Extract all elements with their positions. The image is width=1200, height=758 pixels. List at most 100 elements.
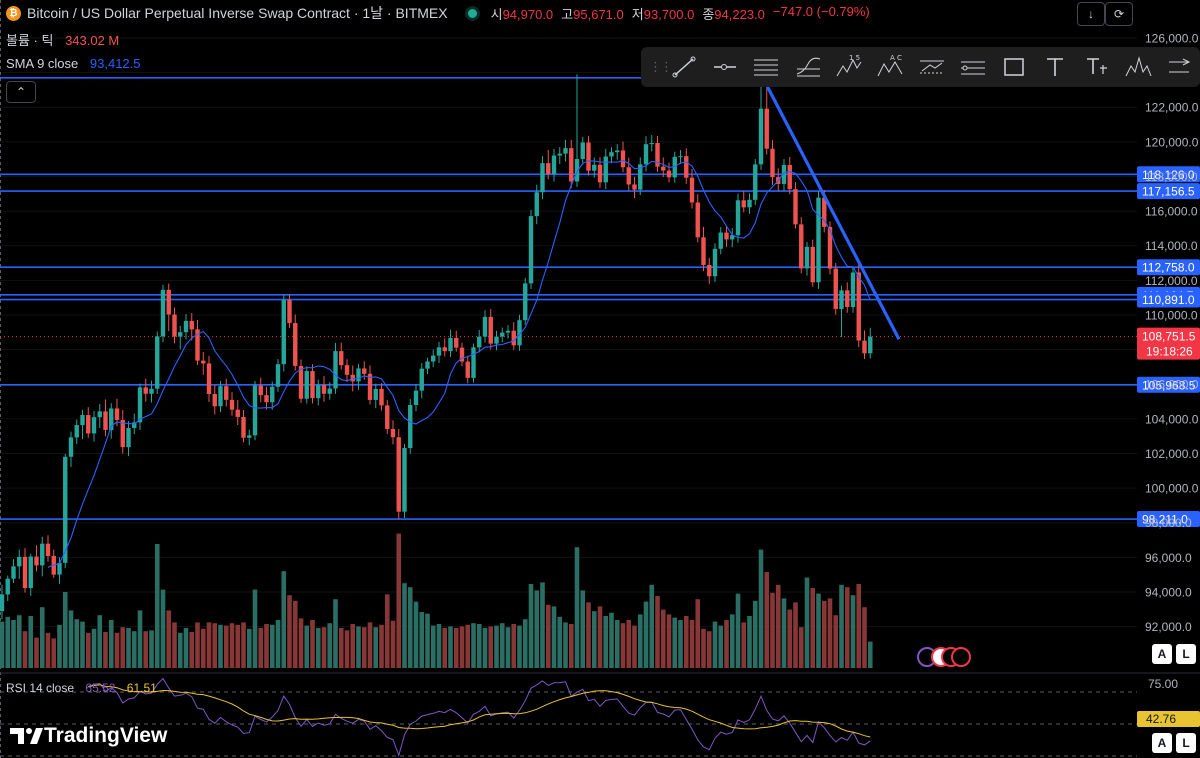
candle-body[interactable] bbox=[649, 143, 654, 145]
candle-body[interactable] bbox=[321, 385, 327, 394]
candle-body[interactable] bbox=[442, 347, 447, 352]
candle-body[interactable] bbox=[281, 300, 286, 365]
elliott-wave-icon[interactable]: 1 5 bbox=[828, 47, 869, 87]
candle-body[interactable] bbox=[793, 189, 798, 225]
candle-body[interactable] bbox=[304, 371, 309, 399]
event-dot-icon[interactable] bbox=[951, 647, 971, 667]
candle-body[interactable] bbox=[316, 385, 321, 399]
candle-body[interactable] bbox=[620, 150, 626, 168]
candle-body[interactable] bbox=[511, 330, 516, 346]
candle-body[interactable] bbox=[195, 329, 200, 361]
candle-body[interactable] bbox=[747, 199, 752, 208]
candle-body[interactable] bbox=[350, 374, 355, 382]
horizontal-ray-icon[interactable] bbox=[704, 47, 745, 87]
candle-body[interactable] bbox=[298, 365, 304, 399]
candle-body[interactable] bbox=[34, 556, 39, 566]
candle-body[interactable] bbox=[454, 337, 459, 348]
toolbar-drag-handle[interactable]: ⋮⋮ bbox=[649, 59, 673, 74]
long-position-icon[interactable] bbox=[911, 47, 952, 87]
candle-body[interactable] bbox=[103, 411, 108, 431]
candle-body[interactable] bbox=[701, 237, 706, 265]
candle-body[interactable] bbox=[638, 164, 643, 190]
candle-body[interactable] bbox=[17, 556, 22, 567]
candle-body[interactable] bbox=[799, 224, 804, 269]
candle-body[interactable] bbox=[172, 314, 177, 337]
candle-body[interactable] bbox=[132, 422, 137, 429]
candle-body[interactable] bbox=[603, 156, 608, 183]
candle-body[interactable] bbox=[712, 248, 718, 277]
trend-line-icon[interactable] bbox=[663, 47, 704, 87]
candle-body[interactable] bbox=[764, 108, 769, 149]
candle-body[interactable] bbox=[707, 264, 712, 277]
candle-body[interactable] bbox=[724, 232, 729, 240]
candle-body[interactable] bbox=[626, 167, 631, 185]
candle-body[interactable] bbox=[241, 416, 246, 438]
candle-body[interactable] bbox=[339, 351, 344, 366]
candle-body[interactable] bbox=[643, 144, 649, 165]
candle-body[interactable] bbox=[120, 419, 125, 448]
candle-body[interactable] bbox=[45, 543, 51, 556]
candle-body[interactable] bbox=[546, 163, 551, 174]
candle-body[interactable] bbox=[632, 184, 637, 190]
candle-body[interactable] bbox=[678, 156, 683, 158]
candle-body[interactable] bbox=[580, 142, 585, 159]
candle-body[interactable] bbox=[224, 386, 229, 400]
candle-body[interactable] bbox=[563, 148, 568, 154]
collapse-legend-button[interactable]: ⌃ bbox=[6, 81, 36, 103]
candle-body[interactable] bbox=[822, 197, 827, 227]
candle-body[interactable] bbox=[362, 368, 367, 374]
candle-body[interactable] bbox=[689, 177, 695, 203]
candle-body[interactable] bbox=[609, 152, 614, 157]
candle-body[interactable] bbox=[97, 411, 102, 418]
head-shoulders-icon[interactable] bbox=[1117, 47, 1158, 87]
tradingview-logo[interactable]: TradingView bbox=[10, 724, 167, 748]
candle-body[interactable] bbox=[247, 435, 252, 438]
candle-body[interactable] bbox=[333, 351, 338, 389]
candle-body[interactable] bbox=[356, 368, 361, 382]
candle-body[interactable] bbox=[781, 164, 787, 184]
trend-line[interactable] bbox=[759, 73, 901, 340]
candle-body[interactable] bbox=[11, 566, 16, 579]
candle-body[interactable] bbox=[666, 170, 672, 178]
candle-body[interactable] bbox=[586, 142, 591, 171]
log-scale-button[interactable]: L bbox=[1176, 644, 1196, 664]
candle-body[interactable] bbox=[80, 415, 85, 426]
candle-body[interactable] bbox=[109, 408, 114, 431]
candle-body[interactable] bbox=[758, 108, 764, 165]
arrow-marker-icon[interactable] bbox=[1159, 47, 1200, 87]
rsi-legend[interactable]: RSI 14 close 65.52 61.51 bbox=[6, 681, 157, 695]
candle-body[interactable] bbox=[868, 336, 873, 354]
candle-body[interactable] bbox=[540, 163, 545, 193]
candle-body[interactable] bbox=[201, 360, 206, 364]
candle-body[interactable] bbox=[367, 373, 373, 400]
candle-body[interactable] bbox=[218, 386, 223, 407]
refresh-button[interactable]: ⟳ bbox=[1105, 2, 1133, 26]
candle-body[interactable] bbox=[534, 192, 539, 217]
candle-body[interactable] bbox=[413, 390, 419, 405]
candle-body[interactable] bbox=[74, 425, 79, 438]
candle-body[interactable] bbox=[597, 164, 603, 183]
candle-body[interactable] bbox=[448, 337, 453, 352]
candle-body[interactable] bbox=[431, 355, 436, 362]
candle-body[interactable] bbox=[114, 408, 120, 420]
candle-body[interactable] bbox=[436, 347, 442, 356]
candle-body[interactable] bbox=[287, 300, 292, 324]
candle-body[interactable] bbox=[390, 429, 396, 438]
candle-body[interactable] bbox=[86, 415, 91, 434]
candle-body[interactable] bbox=[850, 272, 856, 308]
rsi-auto-scale-button[interactable]: A bbox=[1152, 733, 1172, 753]
candle-body[interactable] bbox=[856, 272, 861, 341]
candle-body[interactable] bbox=[787, 164, 792, 190]
candle-body[interactable] bbox=[327, 388, 332, 394]
candle-body[interactable] bbox=[212, 394, 217, 407]
candle-body[interactable] bbox=[477, 336, 482, 348]
candle-body[interactable] bbox=[373, 388, 378, 400]
candle-body[interactable] bbox=[505, 330, 511, 333]
candle-body[interactable] bbox=[528, 216, 534, 284]
candle-body[interactable] bbox=[753, 164, 758, 200]
regression-trend-icon[interactable] bbox=[952, 47, 993, 87]
candle-body[interactable] bbox=[839, 290, 844, 310]
candle-body[interactable] bbox=[569, 148, 574, 182]
candle-body[interactable] bbox=[833, 268, 838, 310]
drawing-toolbar[interactable]: ⋮⋮ 1 5 A C bbox=[641, 47, 1200, 87]
